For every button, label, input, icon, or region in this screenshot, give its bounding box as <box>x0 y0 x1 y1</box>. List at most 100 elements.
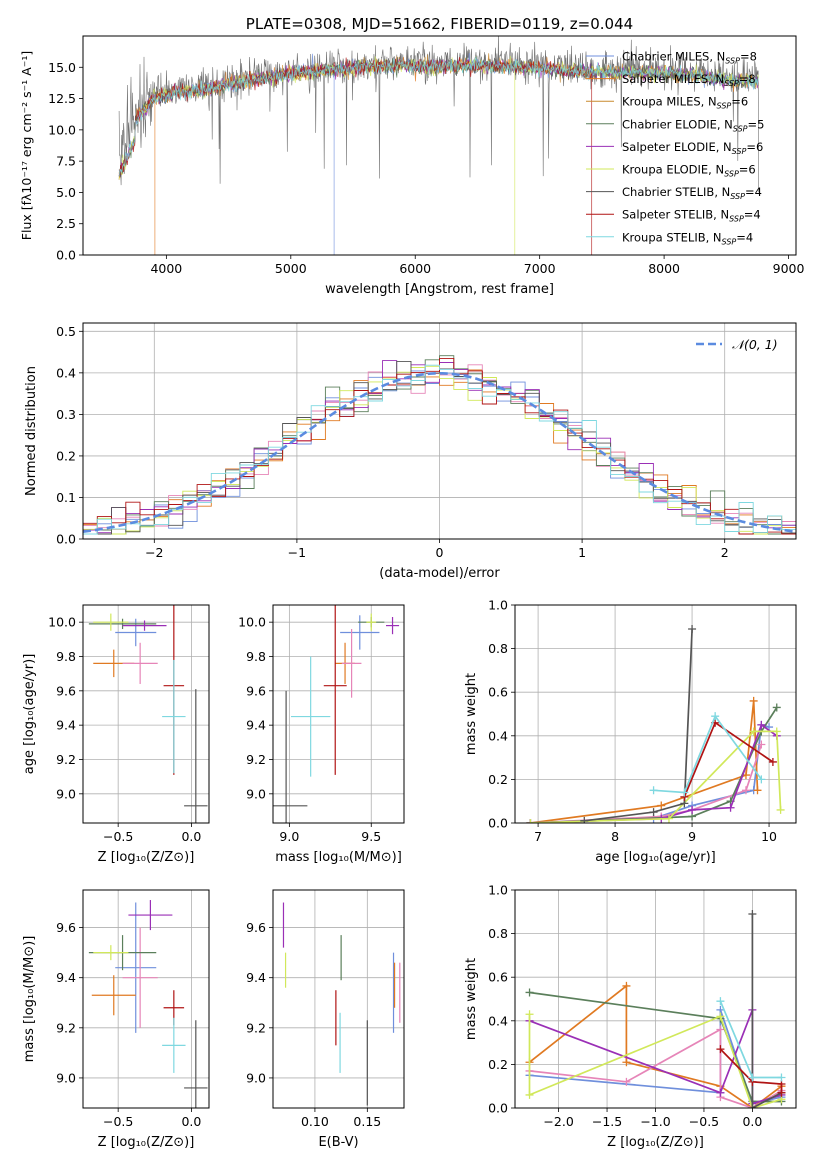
model-spectrum-line <box>118 56 593 255</box>
series-marker <box>716 997 725 1006</box>
y-axis-label: Flux [fλ10⁻¹⁷ erg cm⁻² s⁻¹ A⁻¹] <box>19 51 34 240</box>
legend-label: Chabrier MILES, NSSP=8 <box>622 50 757 66</box>
series-line <box>584 628 693 822</box>
x-tick-label: 4000 <box>150 261 182 276</box>
x-tick-label: −2 <box>145 545 163 560</box>
errorbar-point <box>128 900 173 931</box>
errorbar-point <box>291 656 331 777</box>
x-axis-label: E(B-V) <box>318 1135 358 1150</box>
series-marker <box>757 740 766 749</box>
mass-weight-vs-age-chart: 7 8 9 10 0.0 0.2 0.4 0.6 0.8 1.0 age [log₁₀(age/yr… <box>464 598 797 865</box>
y-axis-label: Normed distribution <box>24 366 39 496</box>
axes-frame <box>82 35 797 256</box>
legend-label: Chabrier STELIB, NSSP=4 <box>622 185 762 201</box>
series-line <box>653 714 763 794</box>
y-tick-label: 9.0 <box>56 1070 76 1085</box>
y-tick-label: 9.2 <box>246 752 266 767</box>
y-tick-label: 0.2 <box>488 772 508 787</box>
x-tick-label: 7000 <box>524 261 556 276</box>
y-tick-label: 0.6 <box>488 685 508 700</box>
legend-label: Salpeter MILES, NSSP=8 <box>622 72 756 88</box>
y-tick-label: 10.0 <box>48 615 76 630</box>
series-marker <box>716 1088 725 1097</box>
y-tick-label: 9.0 <box>56 786 76 801</box>
weight-series <box>580 624 697 823</box>
y-tick-label: 9.4 <box>56 970 76 985</box>
x-tick-label: −2.0 <box>543 1114 573 1129</box>
series-marker <box>776 805 785 814</box>
series-marker <box>753 786 762 795</box>
model-spectrum-line <box>118 56 759 176</box>
y-tick-label: 10.0 <box>48 122 76 137</box>
series-marker <box>688 624 697 633</box>
legend-label: Kroupa ELODIE, NSSP=6 <box>622 163 756 179</box>
x-tick-label: −1.5 <box>592 1114 622 1129</box>
weight-series <box>716 1045 786 1097</box>
x-axis-label: (data-model)/error <box>379 566 500 581</box>
x-tick-label: 9000 <box>773 261 805 276</box>
series-marker <box>664 814 673 823</box>
x-tick-label: 5000 <box>275 261 307 276</box>
y-tick-label: 9.0 <box>246 786 266 801</box>
x-tick-label: −1.0 <box>640 1114 670 1129</box>
x-axis-label: age [log₁₀(age/yr)] <box>595 850 716 865</box>
errorbar-point <box>122 642 158 684</box>
errorbar-point <box>93 613 129 631</box>
x-tick-label: 2 <box>721 545 729 560</box>
legend-label: 𝒩(0, 1) <box>732 337 778 352</box>
y-tick-label: 1.0 <box>488 598 508 613</box>
x-tick-label: 7 <box>534 829 542 844</box>
series-marker <box>525 1090 534 1099</box>
x-axis-label: wavelength [Angstrom, rest frame] <box>325 282 554 297</box>
errorbar-point <box>323 605 347 775</box>
mass-vs-Z-marks <box>88 900 208 1108</box>
legend-label: Salpeter STELIB, NSSP=4 <box>622 208 761 224</box>
series-marker <box>768 757 777 766</box>
series-marker <box>525 1010 534 1019</box>
x-tick-label: 1 <box>578 545 586 560</box>
y-tick-label: 9.2 <box>246 1020 266 1035</box>
y-tick-label: 0.2 <box>488 1057 508 1072</box>
weight-series <box>526 727 785 823</box>
series-marker <box>649 808 658 817</box>
x-axis-label: Z [log₁₀(Z/Z⊙)] <box>98 1135 195 1150</box>
x-tick-label: 6000 <box>399 261 431 276</box>
mass-vs-Z-chart: −0.5 0.0 9.0 9.2 9.4 9.6 Z [log₁₀(Z/Z⊙)] mass [… <box>22 889 210 1150</box>
x-tick-label: 9 <box>688 829 696 844</box>
x-tick-label: 8 <box>611 829 619 844</box>
series-marker <box>749 727 758 736</box>
series-marker <box>657 801 666 810</box>
y-tick-label: 9.2 <box>56 752 76 767</box>
errorbar-point <box>184 689 208 823</box>
series-line <box>530 744 763 823</box>
series-line <box>719 1048 783 1093</box>
age-vs-mass-marks <box>273 605 400 823</box>
y-tick-label: 0.4 <box>488 1013 508 1028</box>
errorbar-point <box>88 618 157 630</box>
model-spectrum-line <box>118 55 759 178</box>
y-tick-label: 0.0 <box>56 532 76 547</box>
x-tick-label: 10 <box>761 829 777 844</box>
weight-series <box>526 740 766 823</box>
axes-frame <box>514 604 797 824</box>
x-axis-label: Z [log₁₀(Z/Z⊙)] <box>607 1135 704 1150</box>
y-tick-label: 0.3 <box>56 407 76 422</box>
histogram-step <box>82 357 796 539</box>
mass-weight-vs-age-marks <box>526 624 785 823</box>
y-tick-label: 0.1 <box>56 490 76 505</box>
axes-frame <box>82 604 210 824</box>
y-tick-label: 9.4 <box>246 970 266 985</box>
y-tick-label: 9.2 <box>56 1020 76 1035</box>
errorbar-point <box>162 659 186 774</box>
series-marker <box>716 1045 725 1054</box>
series-marker <box>622 981 631 990</box>
errorbar-point <box>162 1017 186 1073</box>
y-axis-label: age [log₁₀(age/yr)] <box>22 654 37 775</box>
residual-distribution-chart: −2 −1 0 1 2 0.0 0.1 0.2 0.3 0.4 0.5 (data-model)/er… <box>24 322 797 581</box>
legend-label: Kroupa MILES, NSSP=6 <box>622 95 748 111</box>
mass-vs-EBV-chart: 0.10 0.15 9.0 9.2 9.4 9.6 E(B-V) <box>246 889 405 1150</box>
x-tick-label: 0.0 <box>742 1114 762 1129</box>
series-marker <box>716 1025 725 1034</box>
errorbar-point <box>273 690 308 823</box>
series-marker <box>772 727 781 736</box>
